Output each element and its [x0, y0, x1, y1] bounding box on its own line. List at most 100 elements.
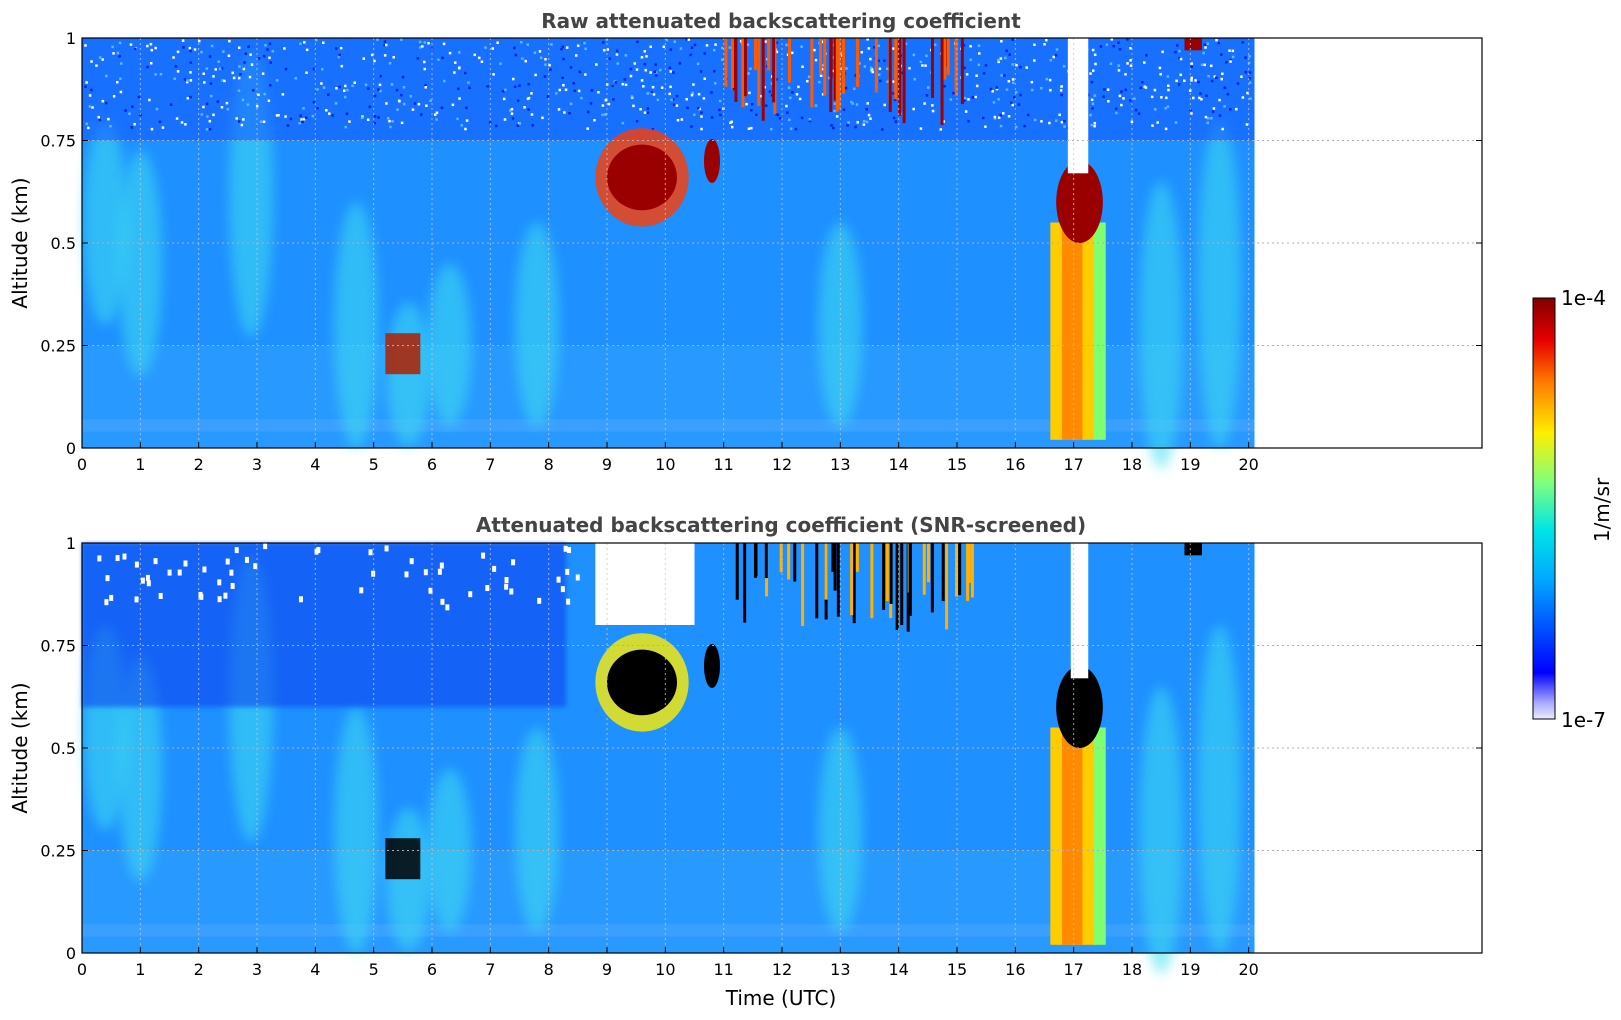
x-tick-label: 7: [485, 960, 495, 979]
heatmap-noise-pixel: [325, 109, 328, 112]
heatmap-noise-pixel: [510, 112, 514, 115]
heatmap-noise-pixel: [729, 121, 732, 125]
heatmap-noise-pixel: [702, 97, 706, 100]
heatmap-noise-pixel: [652, 93, 656, 96]
heatmap-noise-pixel: [1156, 121, 1159, 124]
heatmap-noise-pixel: [668, 66, 672, 70]
heatmap-noise-pixel: [645, 55, 648, 58]
heatmap-noise-pixel: [1137, 112, 1141, 115]
heatmap-noise-pixel: [90, 60, 93, 63]
x-tick-label: 1: [135, 455, 145, 474]
heatmap-noise-pixel: [687, 38, 691, 41]
heatmap-noise-pixel: [1005, 88, 1009, 91]
heatmap-masked-pixel: [217, 596, 222, 603]
heatmap-noise-pixel: [435, 118, 438, 121]
heatmap-noise-pixel: [1229, 58, 1232, 62]
heatmap-cloud-streak: [900, 543, 904, 626]
heatmap-noise-pixel: [1166, 75, 1170, 78]
heatmap-noise-pixel: [116, 51, 120, 55]
heatmap-noise-pixel: [104, 101, 108, 105]
heatmap-noise-pixel: [504, 88, 507, 92]
x-tick-label: 14: [888, 455, 908, 474]
heatmap-noise-pixel: [1213, 75, 1217, 78]
heatmap-noise-pixel: [208, 55, 212, 58]
heatmap-noise-pixel: [639, 107, 642, 111]
heatmap-cloud-streak: [940, 38, 944, 125]
heatmap-surface-layer: [82, 924, 1255, 937]
heatmap-noise-pixel: [975, 74, 978, 78]
heatmap-noise-pixel: [544, 63, 547, 66]
heatmap-cloud-streak: [855, 543, 859, 572]
heatmap-noise-pixel: [795, 93, 799, 96]
heatmap-noise-pixel: [1178, 56, 1181, 60]
heatmap-cloud-streak: [757, 38, 761, 106]
heatmap-noise-pixel: [1217, 41, 1221, 45]
heatmap-noise-pixel: [159, 72, 163, 76]
heatmap-noise-pixel: [1204, 46, 1207, 49]
heatmap-masked-pixel: [575, 574, 580, 581]
heatmap-cloud-streak: [898, 38, 902, 116]
heatmap-noise-pixel: [624, 83, 628, 87]
heatmap-noise-pixel: [546, 95, 550, 98]
heatmap-noise-pixel: [969, 44, 972, 48]
heatmap-noise-pixel: [584, 47, 587, 51]
heatmap-noise-pixel: [423, 67, 427, 71]
heatmap-noise-pixel: [633, 62, 637, 65]
heatmap-noise-pixel: [232, 76, 236, 80]
heatmap-noise-pixel: [283, 47, 286, 50]
heatmap-noise-pixel: [908, 66, 911, 70]
heatmap-noise-pixel: [189, 61, 193, 64]
heatmap-noise-pixel: [1139, 86, 1143, 90]
heatmap-noise-pixel: [221, 79, 224, 82]
heatmap-noise-pixel: [513, 46, 516, 50]
heatmap-noise-pixel: [969, 58, 972, 62]
heatmap-noise-pixel: [877, 44, 880, 48]
heatmap-noise-pixel: [510, 107, 514, 111]
heatmap-noise-pixel: [130, 126, 134, 129]
heatmap-noise-pixel: [524, 59, 528, 63]
heatmap-noise-pixel: [376, 38, 379, 41]
heatmap-masked-pixel: [445, 604, 450, 611]
panel-raw-x-ticks: 0 1 2 3 4 5 6 7 8 9 10 11 12 13 14 15 16 17 18 19 20: [77, 442, 1259, 474]
heatmap-noise-pixel: [675, 94, 679, 98]
heatmap-noise-pixel: [223, 79, 226, 83]
heatmap-noise-pixel: [206, 115, 209, 118]
heatmap-noise-pixel: [1048, 121, 1051, 125]
heatmap-noise-pixel: [869, 117, 872, 120]
heatmap-noise-pixel: [441, 56, 444, 60]
heatmap-noise-pixel: [842, 108, 846, 111]
heatmap-noise-pixel: [697, 106, 700, 110]
y-tick-label: 0.5: [51, 739, 76, 758]
heatmap-noise-pixel: [411, 108, 415, 111]
heatmap-noise-pixel: [562, 83, 565, 87]
heatmap-noise-pixel: [402, 85, 406, 89]
heatmap-noise-pixel: [88, 94, 92, 97]
heatmap-noise-pixel: [1134, 108, 1138, 112]
heatmap-noise-pixel: [720, 46, 724, 50]
heatmap-noise-pixel: [226, 107, 230, 111]
heatmap-noise-pixel: [453, 61, 457, 64]
heatmap-noise-pixel: [1248, 55, 1251, 58]
heatmap-masked-pixel: [97, 555, 102, 562]
heatmap-cloud-streak: [922, 543, 926, 595]
heatmap-noise-pixel: [225, 101, 229, 105]
heatmap-noise-pixel: [423, 60, 426, 64]
heatmap-noise-pixel: [228, 39, 231, 43]
heatmap-noise-pixel: [220, 67, 224, 70]
heatmap-cloud-streak: [945, 543, 949, 630]
heatmap-noise-pixel: [1235, 107, 1238, 111]
heatmap-noise-pixel: [1178, 50, 1181, 53]
heatmap-noise-pixel: [775, 50, 779, 54]
heatmap-noise-pixel: [654, 71, 658, 74]
heatmap-noise-pixel: [877, 59, 880, 62]
heatmap-noise-pixel: [1247, 61, 1251, 65]
colorbar-min-label: 1e-7: [1561, 708, 1606, 732]
heatmap-noise-pixel: [316, 88, 319, 91]
heatmap-noise-pixel: [939, 128, 943, 131]
heatmap-noise-pixel: [1129, 64, 1133, 67]
heatmap-noise-pixel: [699, 70, 703, 73]
heatmap-noise-pixel: [131, 105, 134, 108]
heatmap-noise-pixel: [710, 91, 713, 94]
heatmap-noise-pixel: [1218, 114, 1222, 117]
heatmap-noise-pixel: [604, 98, 608, 102]
